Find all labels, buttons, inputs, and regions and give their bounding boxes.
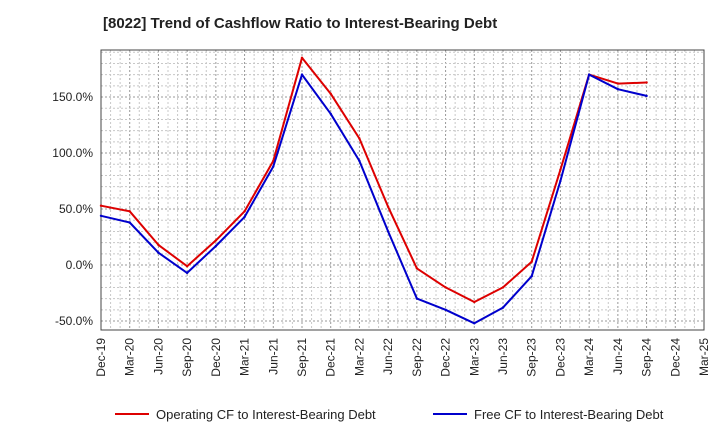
data-point: [616, 82, 620, 85]
x-tick-label: Mar-21: [238, 338, 252, 376]
data-point: [214, 239, 218, 242]
legend-label: Free CF to Interest-Bearing Debt: [474, 407, 664, 422]
data-point: [185, 265, 189, 268]
y-tick-label: 150.0%: [52, 90, 93, 104]
y-tick-label: 0.0%: [66, 258, 94, 272]
data-point: [645, 94, 648, 98]
x-tick-label: Sep-20: [180, 338, 194, 377]
plot-frame: [100, 49, 705, 331]
data-point: [444, 308, 447, 311]
data-point: [587, 73, 591, 76]
data-point: [243, 210, 246, 213]
data-point: [272, 165, 275, 168]
data-point: [358, 137, 361, 140]
data-point: [415, 297, 419, 300]
x-tick-label: Jun-20: [151, 338, 165, 375]
data-point: [185, 271, 189, 275]
data-point: [530, 275, 533, 278]
x-tick-label: Dec-24: [668, 338, 682, 377]
data-point: [157, 251, 160, 254]
x-tick-label: Jun-22: [381, 338, 395, 375]
x-tick-label: Mar-20: [123, 338, 137, 376]
data-point: [99, 204, 103, 207]
data-point: [501, 306, 505, 309]
data-point: [415, 267, 419, 270]
x-tick-label: Mar-25: [697, 338, 711, 376]
x-tick-label: Mar-23: [467, 338, 481, 376]
data-point: [157, 243, 160, 247]
data-point: [473, 322, 476, 325]
x-tick-label: Jun-23: [496, 338, 510, 375]
data-point: [99, 214, 103, 217]
x-tick-label: Mar-22: [352, 338, 366, 376]
data-point: [559, 179, 562, 183]
data-point: [358, 159, 361, 163]
x-tick-label: Sep-24: [640, 338, 654, 377]
x-tick-label: Sep-23: [525, 338, 539, 377]
data-point: [444, 286, 447, 289]
data-point: [300, 56, 304, 59]
x-tick-label: Dec-23: [553, 338, 567, 377]
data-point: [214, 244, 218, 248]
x-tick-label: Dec-19: [94, 338, 108, 377]
x-tick-label: Sep-21: [295, 338, 309, 377]
data-point: [329, 112, 332, 116]
y-tick-label: 100.0%: [52, 146, 93, 160]
data-point: [645, 81, 648, 84]
data-point: [243, 215, 246, 219]
y-tick-label: -50.0%: [55, 314, 93, 328]
data-point: [530, 260, 533, 263]
data-point: [559, 168, 562, 171]
data-point: [386, 230, 390, 233]
data-point: [616, 88, 620, 91]
x-tick-label: Jun-24: [611, 338, 625, 375]
chart-title: [8022] Trend of Cashflow Ratio to Intere…: [103, 15, 498, 32]
x-tick-label: Sep-22: [410, 338, 424, 377]
y-tick-label: 50.0%: [59, 202, 93, 216]
data-point: [128, 210, 131, 213]
series-line: [100, 56, 647, 303]
data-point: [501, 286, 505, 289]
x-tick-label: Dec-21: [324, 338, 338, 377]
data-point: [300, 73, 304, 76]
x-tick-label: Jun-21: [266, 338, 280, 375]
data-point: [473, 300, 476, 304]
x-tick-label: Mar-24: [582, 338, 596, 376]
data-point: [128, 221, 131, 224]
legend-label: Operating CF to Interest-Bearing Debt: [156, 407, 376, 422]
data-point: [386, 205, 390, 208]
x-tick-label: Dec-22: [439, 338, 453, 377]
series-line: [100, 73, 647, 325]
plot-area: [101, 50, 704, 330]
x-tick-label: Dec-20: [209, 338, 223, 377]
data-point: [329, 92, 332, 95]
